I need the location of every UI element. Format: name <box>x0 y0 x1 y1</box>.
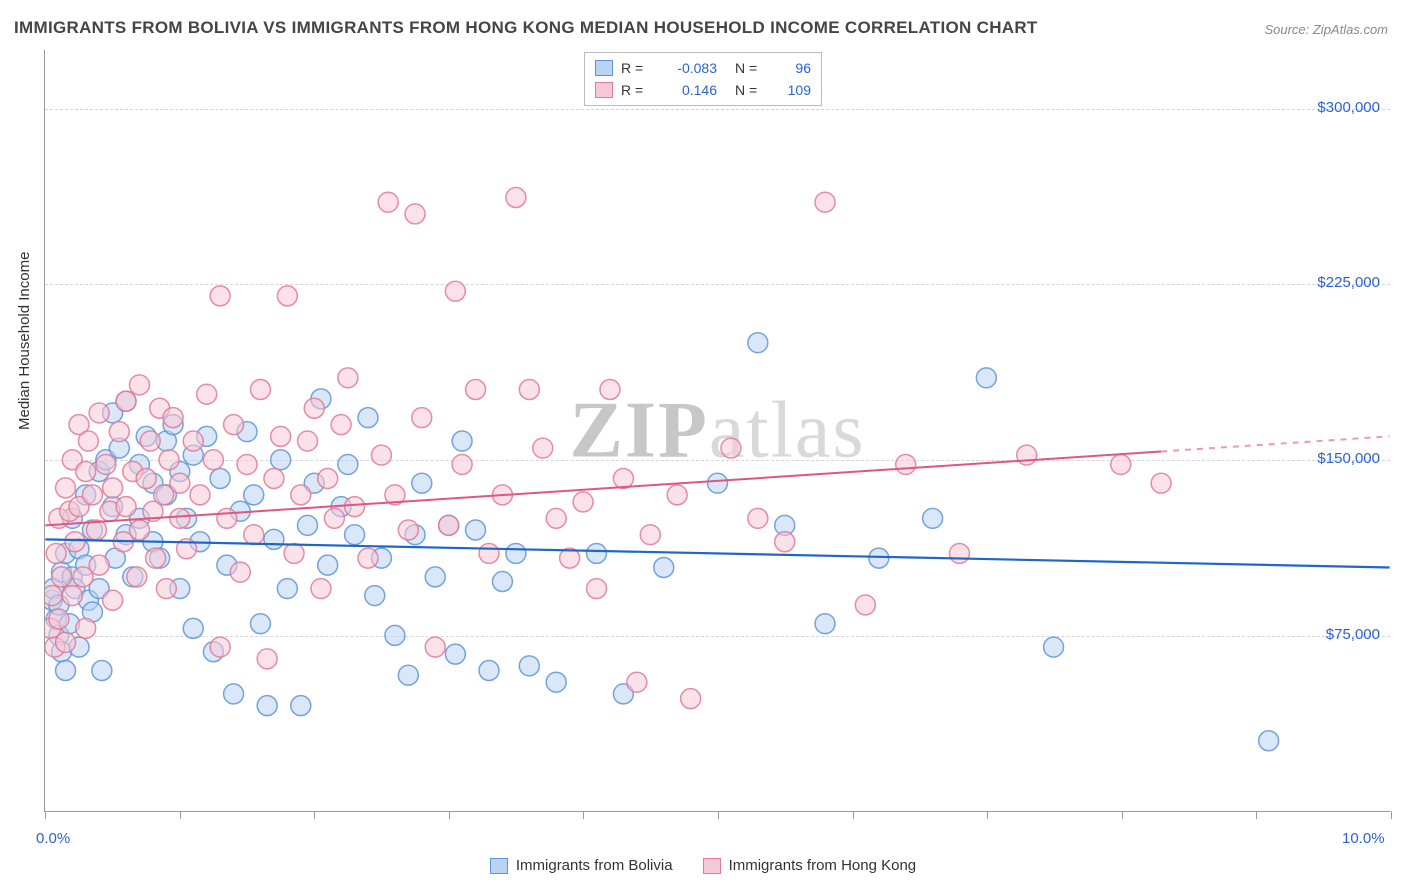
x-tick <box>1391 811 1392 819</box>
y-axis-title: Median Household Income <box>16 252 33 430</box>
legend-stat-row: R = 0.146 N = 109 <box>595 79 811 101</box>
r-label: R = <box>621 60 649 76</box>
x-tick <box>180 811 181 819</box>
legend-item: Immigrants from Bolivia <box>490 857 673 874</box>
x-tick <box>1256 811 1257 819</box>
x-tick-label: 10.0% <box>1342 830 1385 847</box>
trend-layer <box>45 50 1390 811</box>
n-label: N = <box>735 82 763 98</box>
x-tick <box>987 811 988 819</box>
legend-item: Immigrants from Hong Kong <box>703 857 917 874</box>
r-value: -0.083 <box>657 60 717 76</box>
x-tick <box>314 811 315 819</box>
legend-swatch <box>595 82 613 98</box>
x-tick <box>45 811 46 819</box>
x-tick <box>718 811 719 819</box>
trend-line <box>45 451 1161 525</box>
correlation-legend: R = -0.083 N = 96 R = 0.146 N = 109 <box>584 52 822 106</box>
trend-line-dashed <box>1161 436 1390 451</box>
n-value: 96 <box>771 60 811 76</box>
legend-label: Immigrants from Bolivia <box>516 857 673 874</box>
n-label: N = <box>735 60 763 76</box>
x-tick <box>583 811 584 819</box>
x-tick <box>449 811 450 819</box>
x-tick-label: 0.0% <box>36 830 70 847</box>
x-tick <box>853 811 854 819</box>
plot-area: ZIPatlas $75,000$150,000$225,000$300,000 <box>44 50 1390 812</box>
r-value: 0.146 <box>657 82 717 98</box>
legend-swatch <box>595 60 613 76</box>
legend-swatch <box>703 858 721 874</box>
source-label: Source: ZipAtlas.com <box>1264 22 1388 37</box>
chart-title: IMMIGRANTS FROM BOLIVIA VS IMMIGRANTS FR… <box>14 18 1038 38</box>
n-value: 109 <box>771 82 811 98</box>
legend-stat-row: R = -0.083 N = 96 <box>595 57 811 79</box>
r-label: R = <box>621 82 649 98</box>
chart-container: IMMIGRANTS FROM BOLIVIA VS IMMIGRANTS FR… <box>0 0 1406 892</box>
legend-label: Immigrants from Hong Kong <box>729 857 917 874</box>
legend-swatch <box>490 858 508 874</box>
trend-line <box>45 539 1389 567</box>
series-legend: Immigrants from Bolivia Immigrants from H… <box>0 857 1406 874</box>
x-tick <box>1122 811 1123 819</box>
